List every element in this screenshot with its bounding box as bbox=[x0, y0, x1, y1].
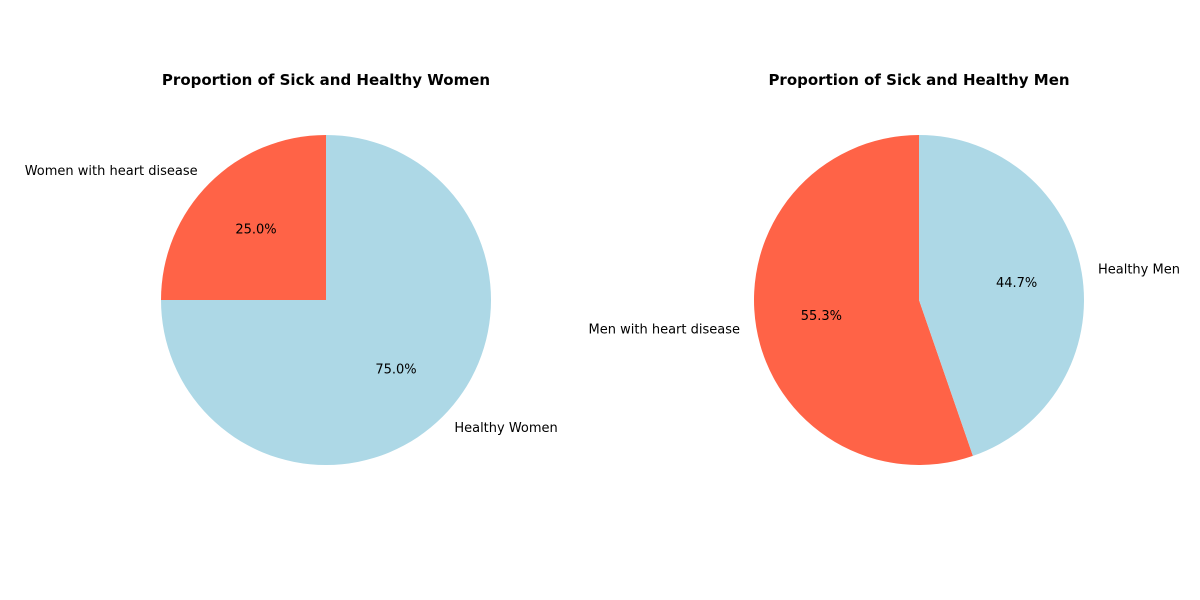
pie-slice-healthy-women bbox=[161, 135, 491, 465]
pie-percent-label: 44.7% bbox=[996, 276, 1037, 291]
pie-percent-label: 75.0% bbox=[375, 363, 416, 378]
pie-category-label: Men with heart disease bbox=[589, 323, 740, 338]
pie-category-label: Women with heart disease bbox=[25, 164, 198, 179]
pie-chart-women: Proportion of Sick and Healthy Women 25.… bbox=[25, 71, 558, 465]
pie-slice-healthy-men bbox=[919, 135, 1084, 456]
pie-chart-men: Proportion of Sick and Healthy Men 55.3%… bbox=[589, 71, 1180, 466]
chart-title-men: Proportion of Sick and Healthy Men bbox=[768, 71, 1069, 89]
pie-percent-label: 55.3% bbox=[801, 309, 842, 324]
pie-category-label: Healthy Men bbox=[1098, 262, 1180, 277]
chart-title-women: Proportion of Sick and Healthy Women bbox=[162, 71, 490, 89]
pie-slice-men-with-heart-disease bbox=[753, 135, 973, 466]
pie-category-label: Healthy Women bbox=[454, 421, 557, 436]
pie-percent-label: 25.0% bbox=[235, 222, 276, 237]
pie-slice-women-with-heart-disease bbox=[161, 135, 326, 300]
